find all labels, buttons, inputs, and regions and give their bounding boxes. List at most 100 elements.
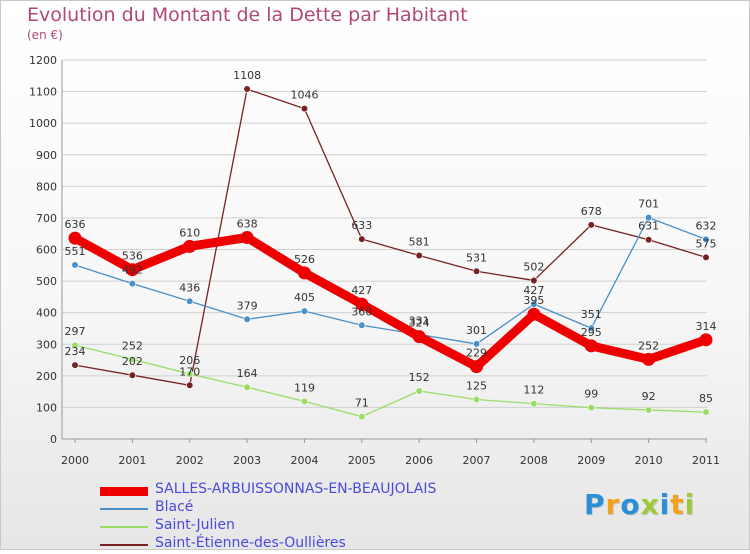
data-point	[645, 214, 653, 222]
data-point	[584, 339, 598, 353]
data-label: 112	[523, 384, 544, 397]
data-point	[587, 221, 595, 229]
data-label: 427	[351, 284, 372, 297]
data-point	[71, 341, 79, 349]
data-label: 492	[122, 264, 143, 277]
chart-title: Evolution du Montant de la Dette par Hab…	[27, 4, 468, 26]
data-point	[415, 387, 423, 395]
data-point	[128, 355, 136, 364]
data-label: 331	[409, 314, 430, 327]
x-tick-label: 2006	[405, 454, 433, 467]
data-label: 436	[179, 281, 200, 294]
data-label: 99	[584, 388, 598, 401]
x-tick-label: 2000	[61, 454, 89, 467]
data-label: 119	[294, 381, 315, 394]
data-point	[472, 340, 481, 348]
data-point	[470, 360, 484, 374]
legend-label: Saint-Julien	[155, 517, 235, 533]
data-point	[415, 251, 423, 260]
data-point	[699, 333, 713, 347]
legend-swatch	[100, 508, 148, 510]
data-label: 405	[294, 291, 315, 304]
logo-letter: t	[670, 488, 685, 521]
data-label: 71	[355, 397, 369, 410]
x-tick-label: 2011	[692, 454, 720, 467]
logo-letter: i	[684, 488, 696, 521]
data-label: 229	[466, 347, 487, 360]
data-point	[68, 231, 82, 245]
data-label: 170	[179, 365, 200, 378]
logo-letter: P	[584, 488, 606, 521]
series-line-1	[74, 216, 707, 345]
x-tick-label: 2008	[520, 454, 548, 467]
x-tick-label: 2003	[233, 454, 261, 467]
y-tick-label: 1000	[29, 117, 57, 130]
y-tick-label: 800	[36, 180, 57, 193]
logo-letter: o	[620, 488, 641, 521]
logo-letter: x	[640, 488, 660, 521]
data-label: 324	[409, 317, 430, 330]
data-point	[128, 371, 136, 379]
data-label: 206	[179, 354, 200, 367]
y-tick-label: 600	[36, 244, 57, 257]
data-label: 636	[65, 218, 86, 231]
y-tick-label: 200	[36, 370, 57, 383]
data-point	[243, 85, 251, 93]
data-point	[527, 307, 541, 321]
data-label: 633	[351, 219, 372, 232]
data-label: 1046	[290, 89, 318, 102]
data-point	[587, 404, 595, 412]
data-point	[128, 280, 136, 288]
grid-lines	[62, 59, 707, 408]
data-label: 502	[523, 260, 544, 273]
data-label: 581	[409, 236, 430, 249]
proxiti-logo: Proxiti	[584, 488, 695, 521]
y-tick-label: 0	[50, 433, 57, 446]
legend-swatch	[100, 486, 148, 496]
data-label: 85	[699, 392, 713, 405]
data-point	[243, 383, 251, 391]
legend-label: Blacé	[155, 499, 194, 515]
data-point	[702, 408, 710, 416]
data-label: 314	[696, 320, 717, 333]
data-label: 678	[581, 205, 602, 218]
data-label: 297	[65, 325, 86, 338]
y-tick-label: 500	[36, 275, 57, 288]
data-point	[300, 397, 309, 406]
y-tick-label: 400	[36, 307, 57, 320]
x-tick-label: 2002	[176, 454, 204, 467]
y-tick-label: 700	[36, 212, 57, 225]
x-tick-label: 2005	[348, 454, 376, 467]
data-label: 610	[179, 226, 200, 239]
legend-swatch	[100, 526, 148, 528]
data-label: 526	[294, 253, 315, 266]
data-label: 295	[581, 326, 602, 339]
series-layer	[68, 85, 713, 421]
x-tick-label: 2001	[118, 454, 146, 467]
data-point	[71, 261, 79, 269]
data-label: 531	[466, 251, 487, 264]
series-line-0	[70, 232, 711, 372]
x-tick-label: 2010	[635, 454, 663, 467]
data-label: 152	[409, 371, 430, 384]
x-axis: 2000 2001 2002 2003 2004 2005 2006 2007 2008 2009…	[61, 438, 720, 467]
data-point	[412, 330, 426, 344]
data-point	[587, 324, 595, 332]
data-label: 395	[523, 294, 544, 307]
data-point	[240, 230, 254, 244]
data-label: 351	[581, 308, 602, 321]
data-label: 92	[642, 390, 656, 403]
data-point	[186, 370, 194, 378]
data-label: 701	[638, 198, 659, 211]
data-point	[642, 352, 656, 366]
data-point	[71, 361, 79, 369]
data-label: 631	[638, 220, 659, 233]
x-tick-label: 2004	[290, 454, 318, 467]
data-point	[702, 235, 710, 243]
data-point	[125, 263, 139, 277]
line-chart: 0 100 200 300 400 500 600 700 800 900 1000 1100 1200…	[29, 54, 720, 467]
data-labels-layer: 636 536 610 638 526 427 324 229 395 295 252 314 551 4…	[65, 69, 717, 410]
unit-label: (en €)	[27, 28, 63, 42]
data-label: 632	[696, 219, 717, 232]
data-label: 575	[696, 237, 717, 250]
